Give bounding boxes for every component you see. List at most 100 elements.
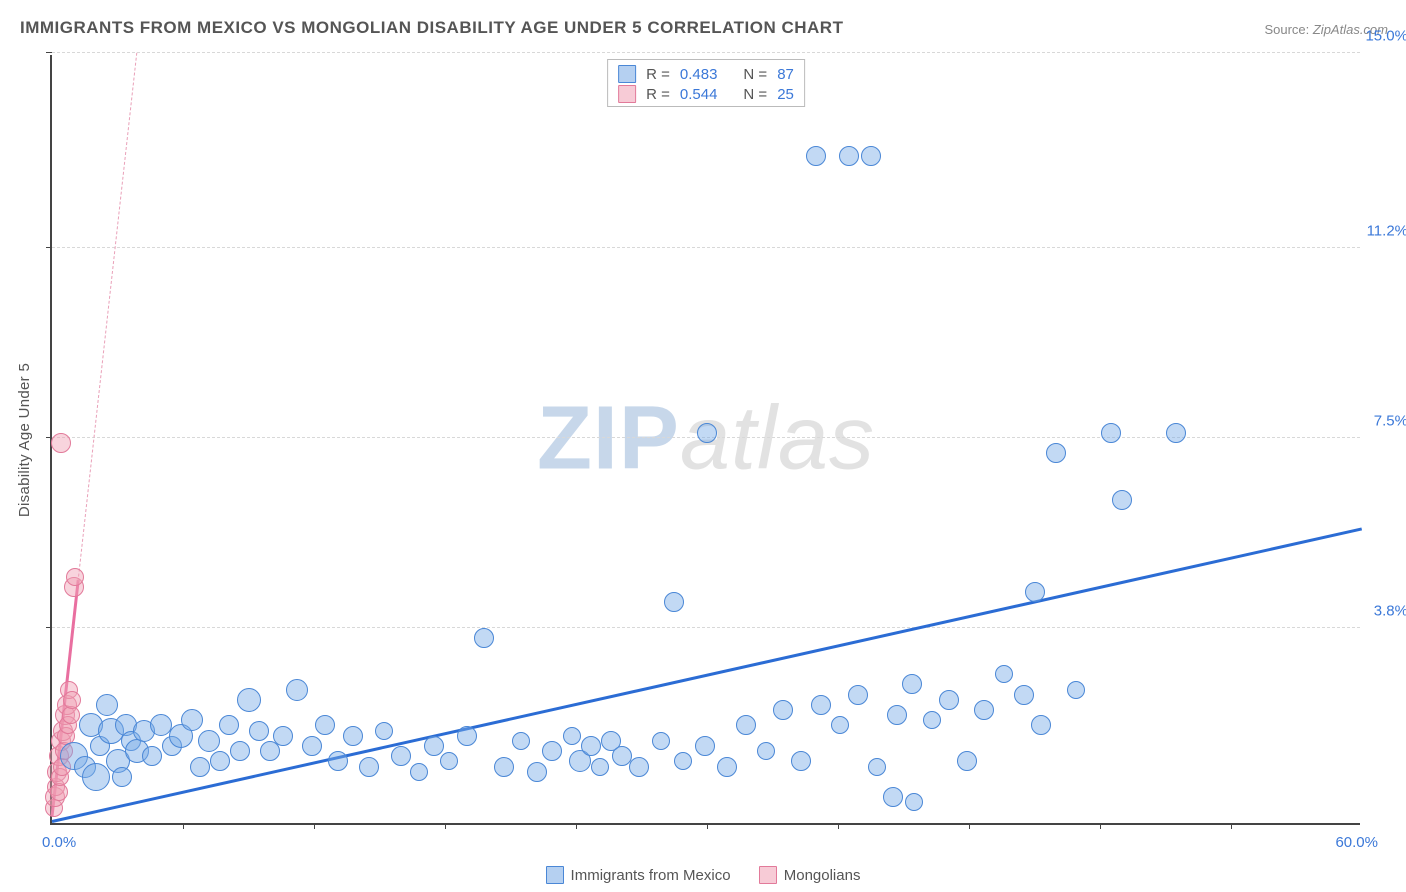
y-tick-label: 11.2% [1367,223,1406,240]
r-value-mongolians: 0.544 [680,86,718,103]
data-point [905,793,923,811]
data-point [1046,443,1066,463]
source-prefix: Source: [1264,22,1312,37]
data-point [1101,423,1121,443]
grid-line [52,52,1360,53]
y-tick-label: 3.8% [1374,602,1406,619]
data-point [806,146,826,166]
r-value-mexico: 0.483 [680,66,718,83]
data-point [62,706,80,724]
swatch-pink-icon [618,85,636,103]
data-point [1166,423,1186,443]
data-point [219,715,239,735]
stats-row-mongolians: R = 0.544 N = 25 [618,84,794,104]
data-point [1025,582,1045,602]
data-point [494,757,514,777]
data-point [527,762,547,782]
data-point [302,736,322,756]
data-point [674,752,692,770]
data-point [50,783,68,801]
n-prefix: N = [743,86,767,103]
r-prefix: R = [646,86,670,103]
y-tick-label: 15.0% [1365,28,1406,45]
data-point [811,695,831,715]
data-point [391,746,411,766]
trend-line [78,52,138,581]
data-point [237,688,261,712]
data-point [343,726,363,746]
x-tick-mark [314,823,315,829]
data-point [512,732,530,750]
x-tick-mark [838,823,839,829]
data-point [848,685,868,705]
data-point [424,736,444,756]
data-point [652,732,670,750]
data-point [82,763,110,791]
data-point [1031,715,1051,735]
x-tick-mark [183,823,184,829]
data-point [51,433,71,453]
data-point [440,752,458,770]
x-tick-mark [1231,823,1232,829]
y-tick-mark [46,52,52,53]
legend-label-mexico: Immigrants from Mexico [571,867,731,884]
data-point [697,423,717,443]
data-point [861,146,881,166]
y-tick-mark [46,247,52,248]
stats-legend-box: R = 0.483 N = 87 R = 0.544 N = 25 [607,59,805,107]
data-point [315,715,335,735]
watermark-zip: ZIP [537,389,680,489]
data-point [190,757,210,777]
y-axis-title: Disability Age Under 5 [16,363,33,517]
data-point [474,628,494,648]
data-point [887,705,907,725]
stats-row-mexico: R = 0.483 N = 87 [618,64,794,84]
data-point [563,727,581,745]
data-point [359,757,379,777]
data-point [410,763,428,781]
data-point [112,767,132,787]
data-point [286,679,308,701]
series-legend: Immigrants from Mexico Mongolians [0,866,1406,888]
data-point [591,758,609,776]
data-point [695,736,715,756]
data-point [883,787,903,807]
x-tick-min: 0.0% [42,834,76,851]
x-tick-mark [445,823,446,829]
data-point [273,726,293,746]
data-point [791,751,811,771]
data-point [736,715,756,735]
data-point [457,726,477,746]
data-point [902,674,922,694]
n-value-mongolians: 25 [777,86,794,103]
data-point [66,568,84,586]
data-point [629,757,649,777]
data-point [181,709,203,731]
n-prefix: N = [743,66,767,83]
data-point [581,736,601,756]
data-point [249,721,269,741]
n-value-mexico: 87 [777,66,794,83]
data-point [974,700,994,720]
x-tick-max: 60.0% [1335,834,1378,851]
legend-item-mexico: Immigrants from Mexico [546,866,731,884]
data-point [773,700,793,720]
data-point [868,758,886,776]
legend-item-mongolians: Mongolians [759,866,861,884]
data-point [142,746,162,766]
data-point [839,146,859,166]
data-point [198,730,220,752]
data-point [923,711,941,729]
data-point [1067,681,1085,699]
data-point [831,716,849,734]
x-tick-mark [707,823,708,829]
data-point [757,742,775,760]
x-tick-mark [1100,823,1101,829]
y-tick-mark [46,627,52,628]
grid-line [52,627,1360,628]
y-tick-label: 7.5% [1374,413,1406,430]
swatch-blue-icon [546,866,564,884]
data-point [96,694,118,716]
data-point [542,741,562,761]
data-point [957,751,977,771]
